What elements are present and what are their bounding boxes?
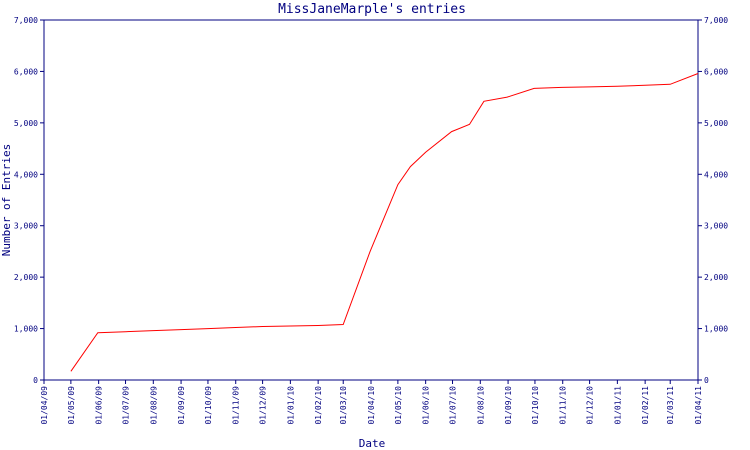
- x-tick-label: 01/11/09: [232, 386, 241, 425]
- x-tick-label: 01/09/10: [504, 386, 513, 425]
- x-tick-label: 01/04/10: [367, 386, 376, 425]
- y-tick-label-right: 5,000: [704, 119, 728, 128]
- y-tick-label-left: 6,000: [14, 67, 38, 76]
- y-tick-label-right: 0: [704, 376, 709, 385]
- x-axis-title: Date: [359, 437, 386, 450]
- y-tick-label-right: 6,000: [704, 67, 728, 76]
- x-tick-label: 01/03/10: [339, 386, 348, 425]
- x-tick-label: 01/04/09: [40, 386, 49, 425]
- y-axis-left: 0 1,000 2,000 3,000 4,000 5,000 6,000 7,000: [14, 16, 44, 385]
- y-tick-label-left: 2,000: [14, 273, 38, 282]
- y-tick-label-left: 1,000: [14, 325, 38, 334]
- y-tick-label-left: 4,000: [14, 170, 38, 179]
- y-tick-label-right: 1,000: [704, 325, 728, 334]
- chart-title: MissJaneMarple's entries: [278, 2, 466, 17]
- x-tick-label: 01/01/10: [286, 386, 295, 425]
- x-tick-label: 01/02/10: [314, 386, 323, 425]
- x-tick-label: 01/10/09: [204, 386, 213, 425]
- y-tick-label-right: 4,000: [704, 170, 728, 179]
- x-tick-label: 01/07/10: [449, 386, 458, 425]
- y-tick-label-right: 2,000: [704, 273, 728, 282]
- x-tick-label: 01/06/10: [422, 386, 431, 425]
- x-tick-label: 01/12/09: [259, 386, 268, 425]
- x-tick-label: 01/01/11: [613, 386, 622, 425]
- y-tick-label-right: 7,000: [704, 16, 728, 25]
- x-axis: 01/04/09 01/05/09 01/06/09 01/07/09 01/08/09…: [40, 380, 703, 425]
- y-tick-label-left: 5,000: [14, 119, 38, 128]
- x-tick-label: 01/12/10: [586, 386, 595, 425]
- x-tick-label: 01/10/10: [531, 386, 540, 425]
- y-tick-label-right: 3,000: [704, 222, 728, 231]
- x-tick-label: 01/06/09: [95, 386, 104, 425]
- plot-frame: [43, 19, 699, 381]
- x-tick-label: 01/04/11: [694, 386, 703, 425]
- y-axis-right: 0 1,000 2,000 3,000 4,000 5,000 6,000 7,000: [698, 16, 728, 385]
- series-group: [70, 73, 699, 372]
- x-tick-label: 01/02/11: [641, 386, 650, 425]
- x-tick-label: 01/08/10: [476, 386, 485, 425]
- y-tick-label-left: 7,000: [14, 16, 38, 25]
- x-tick-label: 01/03/11: [666, 386, 675, 425]
- x-tick-label: 01/08/09: [149, 386, 158, 425]
- y-tick-label-left: 3,000: [14, 222, 38, 231]
- x-tick-label: 01/07/09: [122, 386, 131, 425]
- y-axis-title: Number of Entries: [0, 144, 13, 257]
- entries-series-line: [70, 73, 699, 372]
- x-tick-label: 01/09/09: [177, 386, 186, 425]
- x-tick-label: 01/11/10: [559, 386, 568, 425]
- x-tick-label: 01/05/09: [67, 386, 76, 425]
- y-tick-label-left: 0: [33, 376, 38, 385]
- x-tick-label: 01/05/10: [394, 386, 403, 425]
